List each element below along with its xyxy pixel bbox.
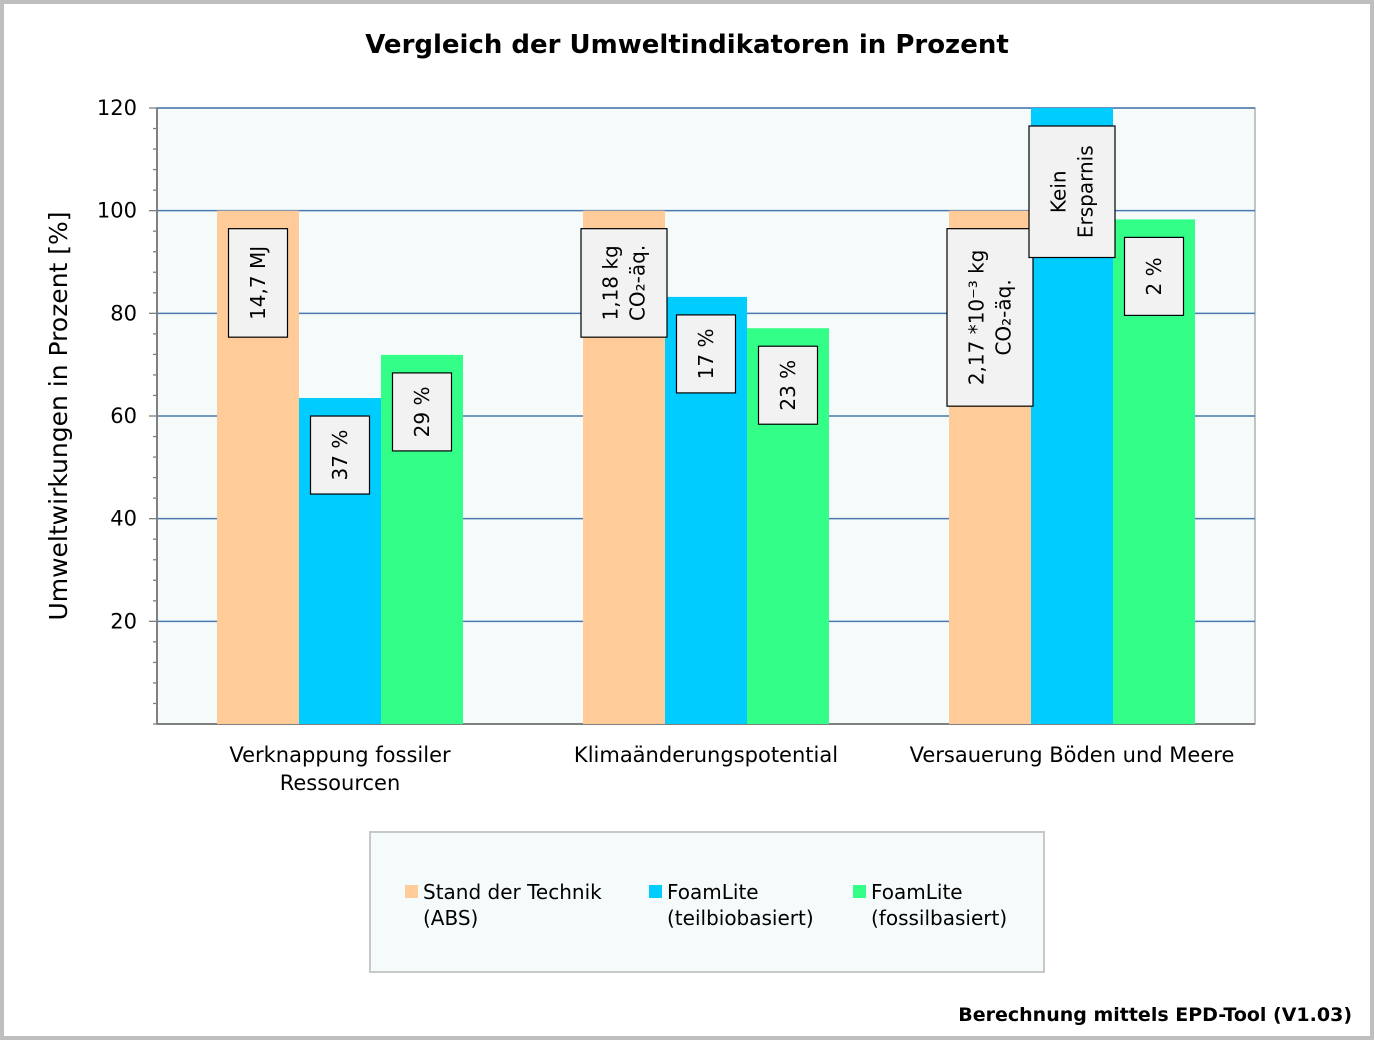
data-label-box bbox=[1123, 236, 1185, 316]
y-axis-label: Umweltwirkungen in Prozent [%] bbox=[44, 211, 73, 620]
data-label-box bbox=[675, 314, 737, 394]
data-label-box bbox=[1028, 125, 1116, 259]
data-label: Kein Ersparnis bbox=[1047, 145, 1098, 238]
data-label: 2,17 *10⁻³ kg CO₂-äq. bbox=[965, 250, 1016, 386]
data-label-box bbox=[946, 228, 1034, 407]
data-label-group: 37 % bbox=[309, 415, 371, 495]
data-label-box bbox=[580, 228, 668, 338]
y-tick-label: 60 bbox=[110, 404, 137, 428]
data-label-box bbox=[227, 228, 289, 338]
x-category-label: Versauerung Böden und Meere bbox=[910, 743, 1235, 767]
legend-label: Stand der Technik (ABS) bbox=[423, 880, 602, 930]
data-label-box bbox=[391, 372, 453, 452]
data-label-box bbox=[757, 345, 819, 425]
data-label-group: 2 % bbox=[1123, 236, 1185, 316]
footer-note: Berechnung mittels EPD-Tool (V1.03) bbox=[958, 1004, 1352, 1026]
data-label-group: 23 % bbox=[757, 345, 819, 425]
data-label: 29 % bbox=[410, 387, 434, 438]
data-label-group: 2,17 *10⁻³ kg CO₂-äq. bbox=[946, 228, 1034, 407]
data-label-group: 1,18 kg CO₂-äq. bbox=[580, 228, 668, 338]
data-label-group: 17 % bbox=[675, 314, 737, 394]
legend: Stand der Technik (ABS) FoamLite (teilbioba… bbox=[369, 831, 1045, 973]
data-label: 1,18 kg CO₂-äq. bbox=[599, 245, 650, 321]
y-tick-label: 100 bbox=[97, 199, 137, 223]
y-tick-label: 80 bbox=[110, 301, 137, 325]
legend-swatch bbox=[853, 885, 866, 898]
legend-label: FoamLite (teilbiobasiert) bbox=[667, 880, 814, 930]
y-tick-label: 20 bbox=[110, 609, 137, 633]
data-label-group: 29 % bbox=[391, 372, 453, 452]
x-category-label: Klimaänderungspotential bbox=[574, 743, 838, 767]
data-label-box bbox=[309, 415, 371, 495]
legend-swatch bbox=[405, 885, 418, 898]
chart-title: Vergleich der Umweltindikatoren in Proze… bbox=[365, 30, 1009, 60]
data-label-group: 14,7 MJ bbox=[227, 228, 289, 338]
data-label: 37 % bbox=[328, 430, 352, 481]
legend-swatch bbox=[649, 885, 662, 898]
data-label: 2 % bbox=[1142, 257, 1166, 295]
legend-label: FoamLite (fossilbasiert) bbox=[871, 880, 1008, 930]
x-category-label: Verknappung fossiler Ressourcen bbox=[229, 743, 451, 795]
data-label: 17 % bbox=[694, 329, 718, 380]
y-tick-label: 120 bbox=[97, 96, 137, 120]
y-tick-label: 40 bbox=[110, 507, 137, 531]
data-label: 14,7 MJ bbox=[246, 246, 270, 320]
data-label-group: Kein Ersparnis bbox=[1028, 125, 1116, 259]
data-label: 23 % bbox=[776, 360, 800, 411]
